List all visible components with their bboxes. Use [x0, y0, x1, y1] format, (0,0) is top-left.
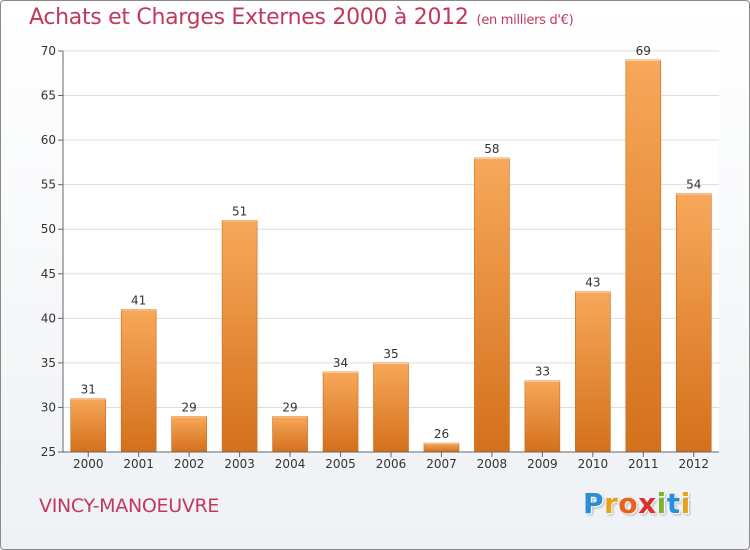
y-tick-label: 30: [41, 400, 56, 414]
logo-letter: r: [604, 487, 619, 520]
city-name: VINCY-MANOEUVRE: [39, 495, 220, 517]
chart-title: Achats et Charges Externes 2000 à 2012 (e…: [29, 5, 574, 30]
bar-2003: [221, 220, 258, 453]
bar-2012: [675, 193, 712, 453]
value-label: 34: [333, 356, 348, 370]
bar-2001: [120, 309, 157, 453]
bar-2002: [171, 416, 207, 453]
value-label: 41: [131, 293, 146, 307]
x-tick-label: 2011: [628, 457, 659, 471]
logo-letter: o: [618, 487, 639, 520]
x-tick-label: 2008: [477, 457, 508, 471]
bar-2005: [322, 371, 359, 453]
x-tick-label: 2003: [224, 457, 255, 471]
bar-2010: [575, 291, 611, 453]
x-tick-label: 2009: [527, 457, 558, 471]
value-label: 29: [282, 400, 297, 414]
logo-letter: t: [666, 487, 681, 520]
y-tick-label: 60: [41, 133, 56, 147]
x-tick-label: 2012: [678, 457, 709, 471]
value-label: 33: [535, 365, 550, 379]
chart-unit: (en milliers d'€): [476, 13, 574, 28]
x-tick-label: 2010: [578, 457, 609, 471]
y-tick-label: 45: [41, 267, 56, 281]
y-tick-label: 40: [41, 311, 56, 325]
value-label: 58: [484, 142, 499, 156]
x-tick-label: 2000: [73, 457, 104, 471]
value-label: 31: [81, 383, 96, 397]
bar-2011: [625, 59, 662, 453]
bar-2004: [272, 416, 308, 453]
y-tick-label: 70: [41, 44, 56, 58]
x-tick-label: 2006: [376, 457, 407, 471]
value-label: 43: [585, 276, 600, 290]
value-label: 51: [232, 204, 247, 218]
value-label: 54: [686, 178, 701, 192]
x-tick-label: 2001: [123, 457, 154, 471]
y-tick-label: 35: [41, 356, 56, 370]
value-label: 35: [383, 347, 398, 361]
value-label: 29: [182, 400, 197, 414]
bar-2009: [524, 380, 561, 453]
y-tick-label: 25: [41, 445, 56, 459]
bar-2000: [70, 398, 107, 453]
logo-letter: i: [680, 487, 691, 520]
bar-2008: [474, 157, 510, 453]
proxiti-logo[interactable]: Proxiti: [583, 487, 691, 520]
x-tick-label: 2004: [275, 457, 306, 471]
y-tick-label: 65: [41, 89, 56, 103]
x-tick-label: 2007: [426, 457, 457, 471]
x-tick-label: 2002: [174, 457, 205, 471]
bar-2006: [373, 362, 409, 453]
logo-letter: i: [656, 487, 667, 520]
bar-2007: [423, 442, 460, 453]
logo-letter: x: [638, 487, 657, 520]
value-label: 26: [434, 427, 449, 441]
chart-title-text: Achats et Charges Externes 2000 à 2012: [29, 5, 469, 30]
value-label: 69: [636, 44, 651, 58]
y-tick-label: 50: [41, 222, 56, 236]
y-tick-label: 55: [41, 178, 56, 192]
logo-letter: P: [583, 487, 605, 520]
x-tick-label: 2005: [325, 457, 356, 471]
